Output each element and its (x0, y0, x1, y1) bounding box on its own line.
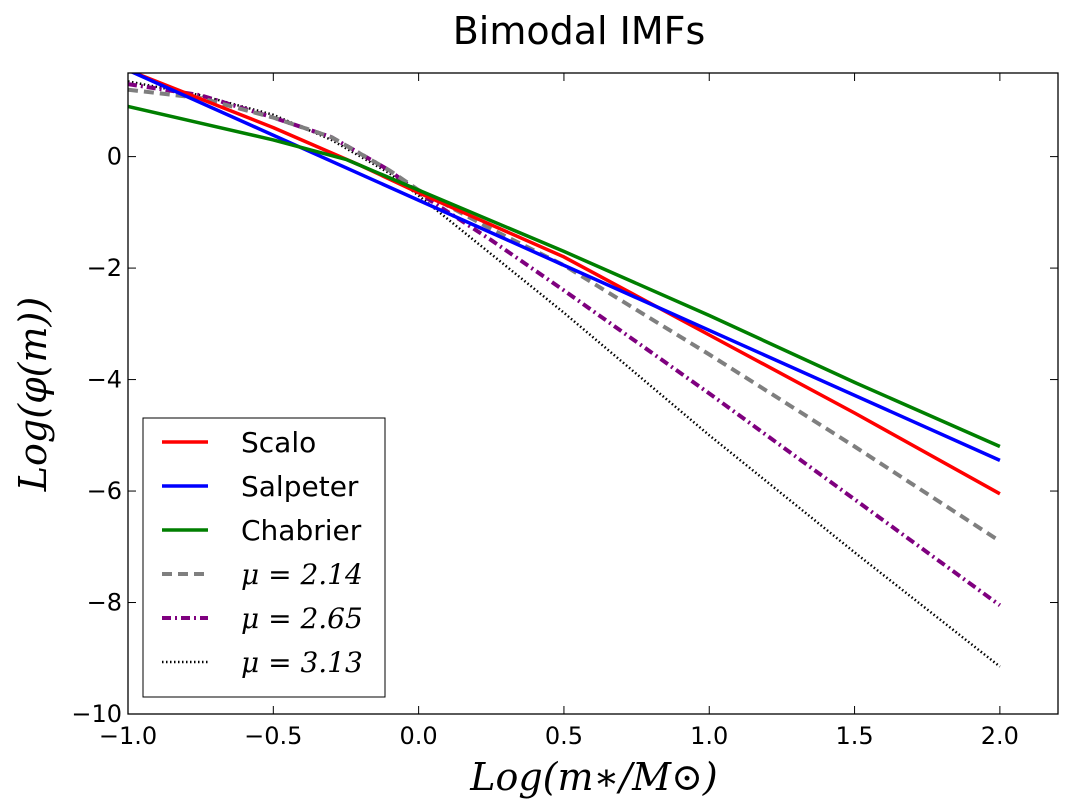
legend: Scalo Salpeter Chabrier μ = 2.14 μ = 2.65 μ =… (142, 417, 386, 698)
y-tick-label: −6 (87, 477, 122, 505)
series-line-4 (128, 82, 1002, 607)
x-tick-label: 2.0 (981, 722, 1019, 750)
series-line-2 (128, 104, 1001, 449)
plot-frame (127, 72, 1059, 715)
legend-label-5: μ = 3.13 (241, 646, 363, 679)
legend-label-1: Salpeter (241, 470, 359, 503)
chart-title: Bimodal IMFs (453, 9, 706, 53)
y-axis-label: Log(φ(m)) (11, 297, 55, 492)
legend-label-4: μ = 2.65 (241, 602, 363, 635)
series-line-1 (129, 73, 1001, 462)
y-tick-label: −10 (71, 700, 122, 728)
x-tick-label: 0.0 (400, 722, 438, 750)
x-tick-label: 1.5 (835, 722, 873, 750)
series-line-5 (128, 80, 1001, 668)
legend-label-2: Chabrier (241, 514, 362, 547)
y-tick-label: −4 (87, 366, 122, 394)
y-tick-label: −2 (87, 254, 122, 282)
x-tick-label: 1.0 (690, 722, 728, 750)
series-line-0 (130, 73, 1001, 496)
legend-label-0: Scalo (241, 426, 316, 459)
legend-label-3: μ = 2.14 (241, 558, 363, 591)
plot-lines (128, 73, 1002, 668)
axis-ticks: −1.0 −0.5 0.0 0.5 1.0 1.5 2.0 0 −2 −4 −6 −8 −10 (71, 73, 1058, 750)
y-tick-label: −8 (87, 589, 122, 617)
legend-box (142, 417, 386, 698)
x-axis-label: Log(m∗/M⊙) (469, 755, 718, 799)
y-tick-label: 0 (107, 143, 122, 171)
x-tick-label: 0.5 (545, 722, 583, 750)
x-tick-label: −0.5 (244, 722, 302, 750)
x-tick-label: −1.0 (99, 722, 157, 750)
